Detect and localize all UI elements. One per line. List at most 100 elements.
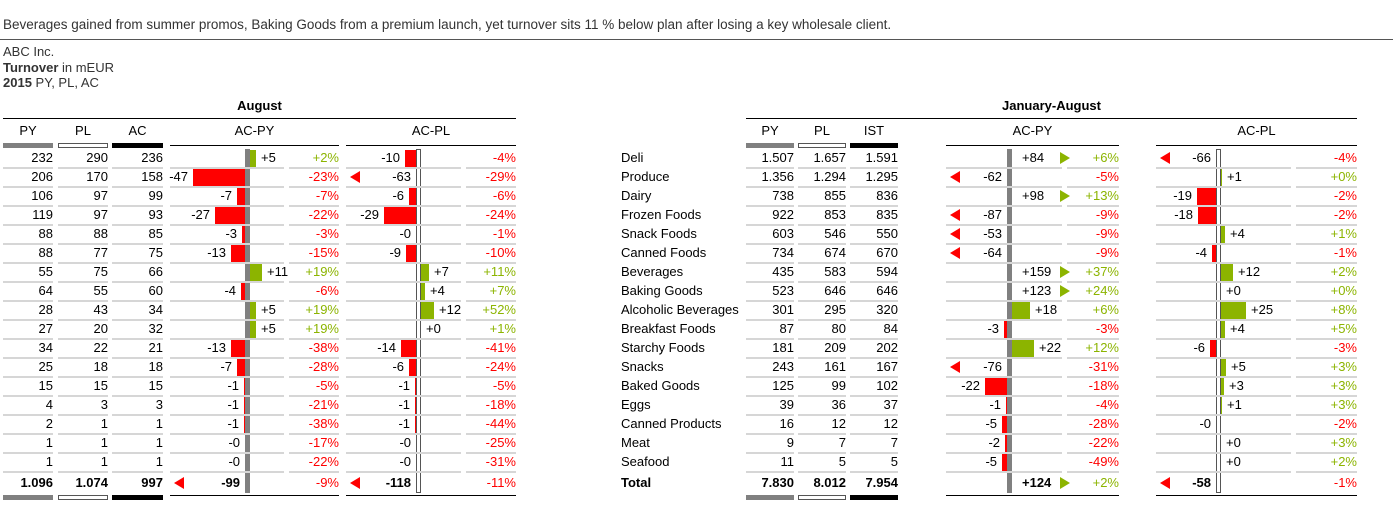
variance-percent: +3%: [1330, 435, 1357, 450]
row-gridline: [746, 300, 794, 302]
row-gridline: [1156, 319, 1291, 321]
value-py: 88: [38, 245, 53, 260]
row-gridline: [946, 300, 1062, 302]
row-label: Eggs: [621, 397, 651, 412]
variance-value: +0: [1226, 454, 1241, 469]
chart-footer-line: [1156, 495, 1357, 496]
outlier-left-icon: [174, 477, 184, 489]
row-gridline: [798, 224, 846, 226]
row-gridline: [112, 167, 163, 169]
row-gridline: [58, 414, 108, 416]
row-gridline: [1156, 433, 1291, 435]
row-label: Deli: [621, 150, 644, 165]
variance-percent: -4%: [492, 150, 516, 165]
chart-footer-line: [946, 495, 1119, 496]
row-gridline: [1067, 433, 1119, 435]
variance-value: -66: [1192, 150, 1211, 165]
row-gridline: [798, 395, 846, 397]
variance-percent: -23%: [308, 169, 339, 184]
value-py: 4: [45, 397, 53, 412]
value-pl: 18: [93, 359, 108, 374]
row-gridline: [1296, 262, 1357, 264]
row-gridline: [1156, 471, 1291, 473]
row-gridline: [289, 300, 339, 302]
variance-bar: [1212, 245, 1216, 262]
row-gridline: [746, 433, 794, 435]
variance-percent: -3%: [315, 226, 339, 241]
row-gridline: [850, 243, 898, 245]
row-label: Canned Foods: [621, 245, 707, 260]
value-py: 922: [772, 207, 794, 222]
variance-value: -29: [360, 207, 379, 222]
value-pl: 674: [824, 245, 846, 260]
variance-value: +25: [1251, 302, 1274, 317]
row-gridline: [346, 186, 461, 188]
variance-value: -3: [987, 321, 999, 336]
row-label: Snacks: [621, 359, 664, 374]
row-gridline: [170, 224, 284, 226]
value-py: 232: [31, 150, 53, 165]
section-title: August: [237, 98, 282, 113]
row-gridline: [289, 376, 339, 378]
row-gridline: [798, 471, 846, 473]
row-gridline: [1156, 167, 1291, 169]
outlier-right-icon: [1060, 190, 1070, 202]
column-header: AC-PL: [411, 123, 451, 138]
row-gridline: [946, 414, 1062, 416]
variance-percent: -4%: [1333, 150, 1357, 165]
variance-value: +4: [1230, 226, 1245, 241]
row-gridline: [850, 319, 898, 321]
value-py: 1.507: [761, 150, 794, 165]
variance-value: -87: [983, 207, 1002, 222]
value-ac: 18: [148, 359, 163, 374]
value-pl: 1.657: [813, 150, 846, 165]
variance-bar: [405, 150, 416, 167]
variance-value: -4: [1195, 245, 1207, 260]
variance-value: -76: [983, 359, 1002, 374]
row-gridline: [1067, 262, 1119, 264]
company-name: ABC Inc.: [3, 44, 55, 59]
variance-percent: -6%: [315, 283, 339, 298]
py-swatch: [746, 495, 794, 500]
py-swatch: [746, 143, 794, 148]
variance-bar: [1221, 169, 1222, 186]
value-pl: 295: [824, 302, 846, 317]
row-gridline: [346, 338, 461, 340]
variance-value: -6: [392, 188, 404, 203]
py-swatch: [3, 143, 53, 148]
row-gridline: [1156, 243, 1291, 245]
variance-bar: [409, 188, 416, 205]
row-gridline: [1156, 338, 1291, 340]
row-gridline: [946, 224, 1062, 226]
row-gridline: [466, 357, 516, 359]
value-pl: 5: [838, 454, 846, 469]
variance-value: -99: [221, 475, 240, 490]
value-py: 738: [772, 188, 794, 203]
row-label: Baking Goods: [621, 283, 703, 298]
value-py: 28: [38, 302, 53, 317]
row-gridline: [798, 414, 846, 416]
variance-percent: +6%: [1092, 150, 1119, 165]
variance-bar: [244, 397, 245, 414]
row-gridline: [112, 224, 163, 226]
value-pl: 55: [93, 283, 108, 298]
variance-bar: [1221, 302, 1246, 319]
row-gridline: [746, 243, 794, 245]
variance-value: +123: [1022, 283, 1052, 298]
variance-percent: -10%: [485, 245, 516, 260]
row-gridline: [946, 262, 1062, 264]
row-gridline: [346, 167, 461, 169]
column-header: AC-PL: [1237, 123, 1276, 138]
row-gridline: [170, 338, 284, 340]
row-gridline: [466, 186, 516, 188]
row-label: Produce: [621, 169, 670, 184]
row-gridline: [289, 205, 339, 207]
variance-value: +1: [1227, 169, 1242, 184]
value-ac: 12: [883, 416, 898, 431]
row-gridline: [1067, 357, 1119, 359]
row-gridline: [746, 471, 794, 473]
value-ac: 997: [141, 475, 163, 490]
value-pl: 8.012: [813, 475, 846, 490]
variance-percent: +2%: [1330, 454, 1357, 469]
outlier-left-icon: [950, 228, 960, 240]
